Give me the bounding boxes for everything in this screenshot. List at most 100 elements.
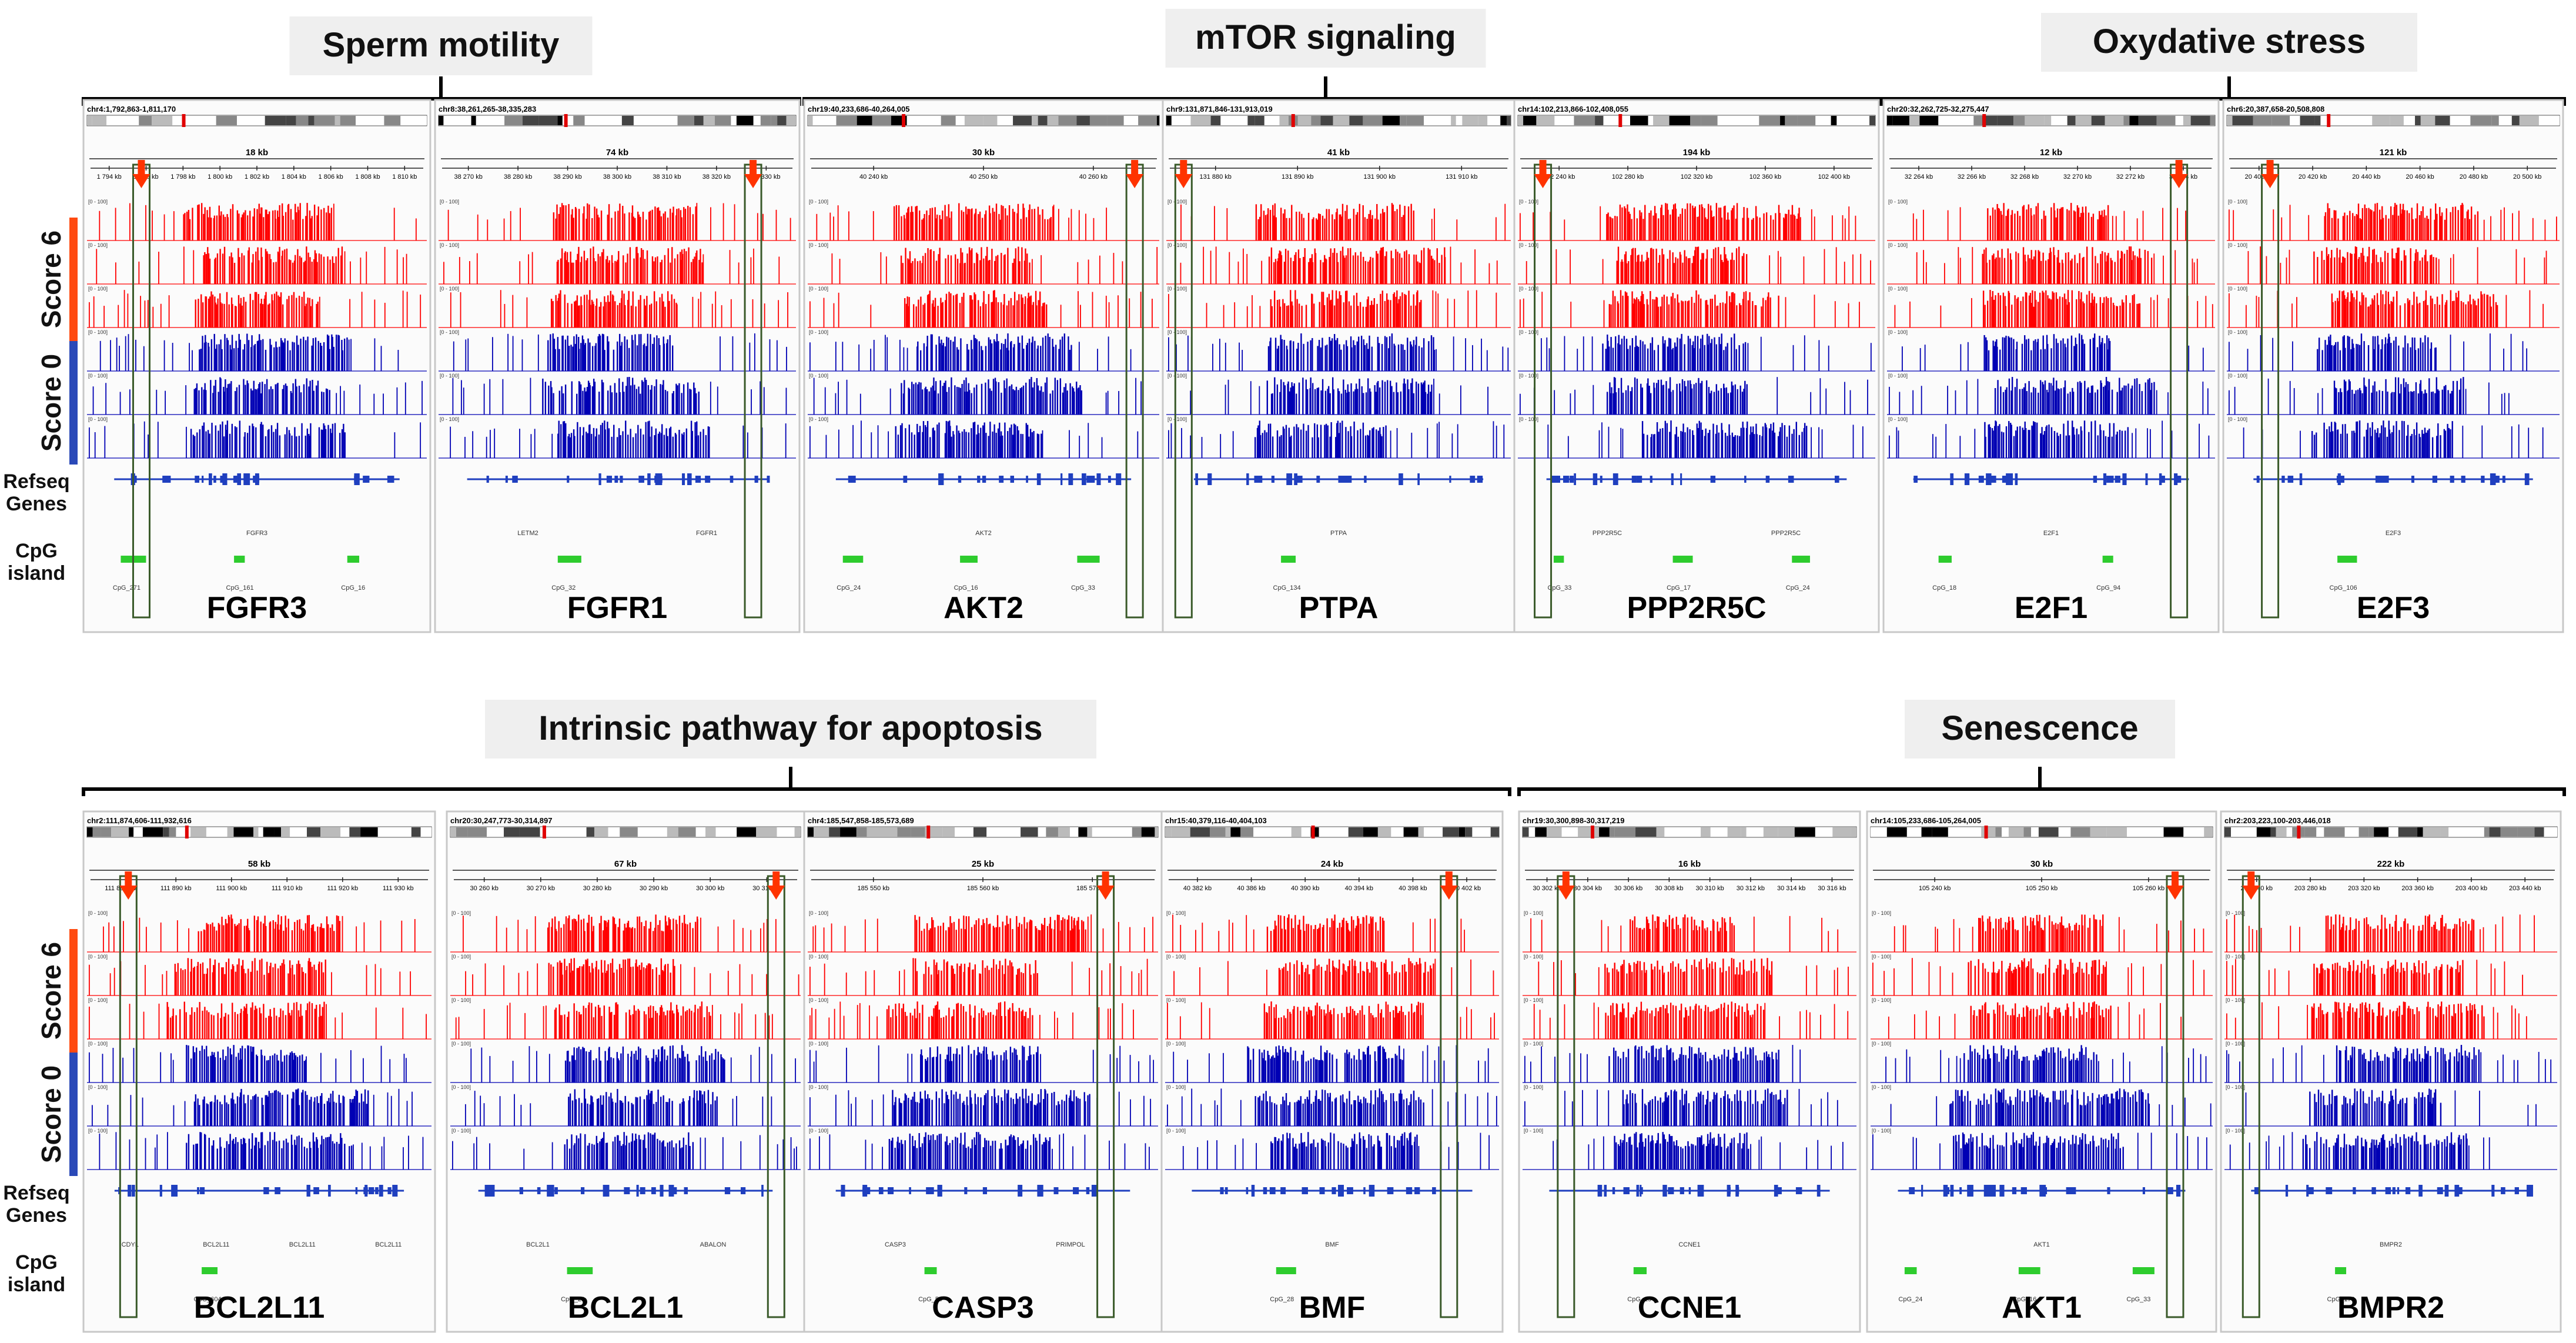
methylation-bar <box>2036 422 2038 458</box>
score-low-bar <box>69 341 78 465</box>
methylation-bar <box>206 1045 208 1083</box>
cpg-island <box>2337 556 2357 563</box>
methylation-bar <box>2450 290 2452 328</box>
methylation-bar <box>1227 379 1229 415</box>
methylation-bar <box>1293 383 1295 415</box>
methylation-bar <box>580 384 582 415</box>
methylation-bar <box>1336 208 1338 240</box>
methylation-bar <box>628 290 630 328</box>
methylation-bar <box>1727 343 1728 371</box>
methylation-bar <box>1040 346 1042 371</box>
methylation-bar <box>233 966 235 995</box>
methylation-bar <box>700 249 701 284</box>
methylation-bar <box>367 1090 369 1126</box>
methylation-bar <box>786 346 787 371</box>
methylation-bar <box>835 342 837 371</box>
methylation-bar <box>970 250 972 284</box>
methylation-bar <box>1400 344 1402 371</box>
methylation-bar <box>2411 337 2413 371</box>
methylation-bar <box>604 420 605 458</box>
methylation-bar <box>212 972 214 995</box>
methylation-bar <box>673 206 674 240</box>
methylation-bar <box>2415 218 2417 240</box>
methylation-bar <box>353 1096 356 1126</box>
methylation-bar <box>578 246 580 284</box>
methylation-bar <box>1304 248 1306 284</box>
methylation-bar <box>997 428 999 458</box>
methylation-bar <box>2286 257 2287 284</box>
methylation-bar <box>2424 427 2426 458</box>
methylation-bar <box>1004 422 1006 458</box>
methylation-bar <box>2291 303 2293 328</box>
methylation-bar <box>2086 246 2088 284</box>
methylation-bar <box>1427 248 1429 284</box>
methylation-bar <box>1642 261 1645 284</box>
methylation-bar <box>2050 348 2052 371</box>
methylation-bar <box>1640 383 1642 415</box>
methylation-bar <box>206 1010 208 1039</box>
methylation-bar <box>657 433 660 458</box>
methylation-bar <box>2451 421 2453 458</box>
methylation-bar <box>2136 218 2138 240</box>
methylation-bar <box>2351 430 2353 458</box>
methylation-bar <box>1021 247 1023 284</box>
methylation-bar <box>2106 255 2108 284</box>
methylation-bar <box>574 301 576 328</box>
methylation-bar <box>925 386 927 415</box>
methylation-bar <box>200 294 202 328</box>
methylation-bar <box>664 255 666 284</box>
methylation-bar <box>787 292 788 328</box>
methylation-bar <box>173 211 175 240</box>
category-2: Oxydative stress <box>1879 13 2566 106</box>
methylation-bar <box>283 344 285 371</box>
methylation-bar <box>2086 295 2088 328</box>
methylation-bar <box>2430 208 2431 240</box>
methylation-bar <box>2445 208 2447 240</box>
methylation-bar <box>625 386 627 415</box>
methylation-bar <box>1627 296 1629 328</box>
methylation-bar <box>2518 211 2520 240</box>
methylation-bar <box>1730 259 1732 284</box>
gene-exon <box>647 473 651 485</box>
methylation-bar <box>1370 300 1373 328</box>
chromosome-ideogram <box>86 826 432 838</box>
methylation-bar <box>2379 433 2381 458</box>
methylation-bar <box>2402 347 2404 371</box>
ideogram-band <box>1171 116 1181 125</box>
methylation-bar <box>608 302 610 328</box>
methylation-bar <box>115 262 116 284</box>
methylation-bar <box>1602 259 1604 284</box>
track-scale-label: [0 - 100] <box>1167 416 1187 422</box>
methylation-bar <box>2050 207 2052 240</box>
methylation-bar <box>2331 218 2333 240</box>
methylation-bar <box>1262 433 1263 458</box>
methylation-bar <box>1705 300 1707 328</box>
methylation-bar <box>2424 335 2426 371</box>
methylation-bar <box>296 386 297 415</box>
methylation-bar <box>1267 423 1270 458</box>
methylation-bar <box>2100 430 2102 458</box>
methylation-bar <box>2037 302 2039 328</box>
methylation-bar <box>1768 292 1769 328</box>
methylation-bar <box>2110 258 2112 284</box>
methylation-bar <box>1369 388 1371 415</box>
methylation-bar <box>221 1104 223 1126</box>
methylation-bar <box>306 203 308 240</box>
methylation-bar <box>1340 393 1343 415</box>
methylation-bar <box>1307 425 1309 458</box>
methylation-bar <box>2374 336 2376 371</box>
methylation-bar <box>906 212 908 240</box>
methylation-bar <box>242 214 243 240</box>
methylation-bar <box>655 379 657 415</box>
methylation-bar <box>361 292 363 328</box>
methylation-bar <box>1620 262 1622 284</box>
methylation-bar <box>1664 340 1666 371</box>
methylation-bar <box>1642 341 1644 371</box>
methylation-bar <box>1010 298 1012 328</box>
methylation-bar <box>660 262 661 284</box>
methylation-bar <box>1411 432 1413 458</box>
methylation-bar <box>2140 258 2142 284</box>
methylation-bar <box>162 974 163 995</box>
methylation-bar <box>956 293 958 328</box>
methylation-bar <box>2071 420 2073 458</box>
